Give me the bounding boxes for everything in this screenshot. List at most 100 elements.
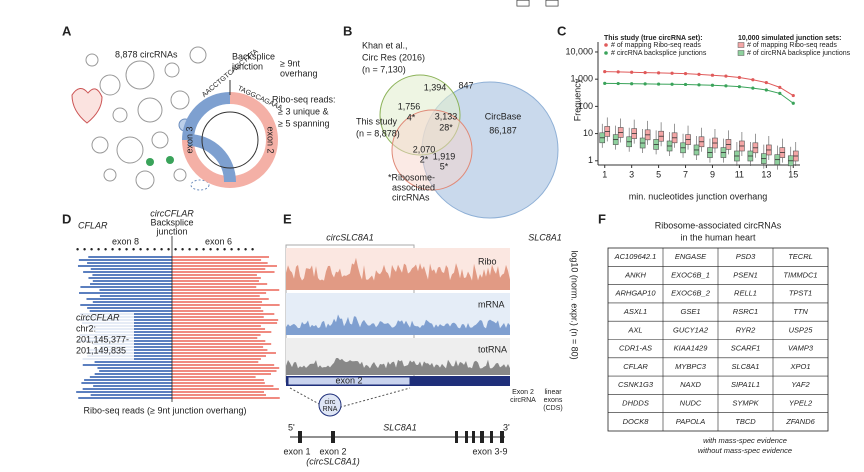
table-cell: AC109642.1 <box>614 252 657 261</box>
legend-swatch <box>604 43 608 47</box>
gene-exon <box>500 431 504 443</box>
sequence-dot: • <box>230 244 233 254</box>
venn-note: *Ribosome- <box>388 172 435 182</box>
read-left <box>81 382 172 384</box>
read-right <box>172 328 266 330</box>
bubble-green <box>146 158 154 166</box>
series-point <box>724 74 728 78</box>
table-title: in the human heart <box>680 232 756 242</box>
exon-label: exon 6 <box>205 236 232 246</box>
table-cell: ASXL1 <box>623 307 647 316</box>
sequence-dot: • <box>153 244 156 254</box>
table-cell: RSRC1 <box>733 307 758 316</box>
read-right <box>172 316 264 318</box>
x-tick-label: 5 <box>656 169 661 179</box>
sequence-dot: • <box>97 244 100 254</box>
sequence-dot: • <box>83 244 86 254</box>
read-right <box>172 361 259 363</box>
exon-name: (circSLC8A1) <box>306 456 360 466</box>
table-cell: CFLAR <box>623 362 648 371</box>
panel-d: D CFLAR circCFLAR Backsplice junction ex… <box>62 208 280 415</box>
series-point <box>764 88 768 92</box>
read-left <box>93 385 172 387</box>
series-point <box>778 85 782 89</box>
box <box>545 0 559 7</box>
exon-label: exon 3 <box>184 126 194 153</box>
x-tick-label: 11 <box>735 169 744 179</box>
sequence-dot: • <box>202 244 205 254</box>
venn-count: 2* <box>420 154 429 164</box>
table-cell: SIPA1L1 <box>731 380 760 389</box>
exon-2-arc <box>182 92 278 188</box>
ribo-criteria: Ribo-seq reads: <box>272 94 336 104</box>
gene-exon <box>472 431 475 443</box>
sequence-dot: • <box>181 244 184 254</box>
venn-count: 28* <box>439 122 453 132</box>
read-right <box>172 397 280 399</box>
sequence-dot: • <box>209 244 212 254</box>
read-right <box>172 352 276 354</box>
series-point <box>697 83 701 87</box>
column-label: linear <box>544 389 562 396</box>
table-cell: NAXD <box>680 380 701 389</box>
series-point <box>764 80 768 85</box>
table-cell: YAF2 <box>791 380 810 389</box>
x-tick-label: 7 <box>683 169 688 179</box>
read-right <box>172 298 269 300</box>
read-right <box>172 319 279 321</box>
exon-box <box>287 376 411 386</box>
read-right <box>172 349 268 351</box>
legend-swatch <box>737 42 745 48</box>
venn-note: circRNAs <box>392 192 430 202</box>
sequence-dot: • <box>132 244 135 254</box>
read-left <box>94 373 172 375</box>
table-cell: TBCD <box>735 417 756 426</box>
read-right <box>172 265 277 267</box>
read-left <box>90 283 172 285</box>
read-left <box>78 397 172 399</box>
series-point <box>630 70 634 74</box>
read-left <box>86 298 172 300</box>
circ-label: circ <box>325 399 336 406</box>
legend-label: with mass-spec evidence <box>703 436 787 445</box>
coverage-track <box>286 257 510 290</box>
read-right <box>172 391 264 393</box>
circ-name: circSLC8A1 <box>326 232 374 242</box>
venn-note: associated <box>392 182 435 192</box>
column-label: (CDS) <box>543 405 562 412</box>
exon-3-arc <box>187 134 236 183</box>
read-right <box>172 337 258 339</box>
circ-bubbles <box>85 46 207 190</box>
venn-count: 1,756 <box>398 101 421 111</box>
legend-heading: 10,000 simulated junction sets: <box>738 35 841 42</box>
read-left <box>76 391 172 393</box>
table-cell: DOCK8 <box>623 417 650 426</box>
y-tick-label: 1,000 <box>570 74 593 84</box>
series-point <box>616 81 620 86</box>
read-right <box>172 325 261 327</box>
sequence-dot: • <box>237 244 240 254</box>
series-point <box>603 69 607 74</box>
read-left <box>78 259 172 261</box>
sequence-dot: • <box>160 244 163 254</box>
study-label: (n = 8,878) <box>356 128 400 138</box>
splice-arc <box>289 387 411 411</box>
panel-a: A 8,878 circRNAs Backsplice junction ≥ 9… <box>62 23 336 191</box>
read-left <box>82 388 172 390</box>
read-right <box>172 379 264 381</box>
sequence-dot: • <box>244 244 247 254</box>
circ-icon <box>318 393 342 417</box>
sequence-dot: • <box>251 244 254 254</box>
exon-3-arc <box>182 92 231 141</box>
read-right <box>172 343 272 345</box>
read-right <box>172 310 264 312</box>
read-right <box>172 394 267 396</box>
table-cell: EXOC6B_1 <box>671 270 710 279</box>
venn-count: 4* <box>407 112 416 122</box>
table-cell: TPST1 <box>789 289 812 298</box>
table-cell: MYBPC3 <box>675 362 707 371</box>
series-point <box>657 71 661 75</box>
read-right <box>172 367 280 369</box>
table-cell: PAPOLA <box>676 417 705 426</box>
sequence-dot: • <box>139 244 142 254</box>
